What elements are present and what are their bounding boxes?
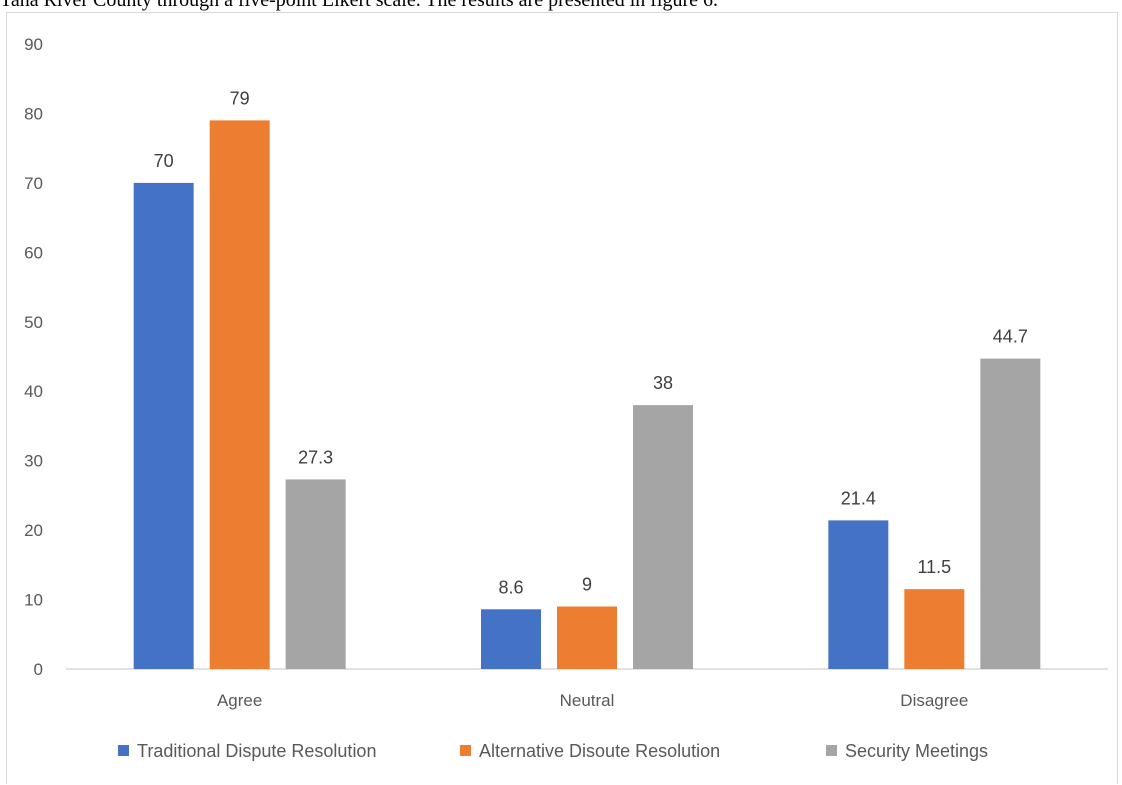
bar-agree-alternative [209,120,270,669]
bar-disagree-traditional [828,520,889,669]
x-tick-label: Neutral [560,691,615,710]
y-tick-label: 0 [34,660,43,679]
bar-agree-traditional [133,182,194,669]
chart-frame [6,12,1118,784]
bar-disagree-alternative [904,589,965,669]
y-tick-label: 90 [24,35,43,54]
data-label: 9 [582,575,592,595]
data-label: 21.4 [841,488,876,508]
y-tick-label: 20 [24,521,43,540]
legend-label-traditional: Traditional Dispute Resolution [137,741,376,761]
data-label: 11.5 [917,557,951,577]
legend-swatch-traditional [118,745,129,756]
y-tick-label: 80 [24,104,43,123]
data-label: 27.3 [298,447,333,467]
y-tick-label: 40 [24,382,43,401]
x-axis: Agree Neutral Disagree [217,691,968,710]
y-tick-label: 10 [24,591,43,610]
data-labels-group: 70 79 27.3 8.6 9 38 21.4 11.5 44.7 [154,88,1028,597]
bar-disagree-security [980,358,1041,669]
legend-label-alternative: Alternative Disoute Resolution [479,741,720,761]
data-label: 44.7 [993,327,1028,347]
y-tick-label: 50 [24,313,43,332]
data-label: 8.6 [498,577,523,597]
bar-neutral-security [633,405,693,669]
legend-label-security: Security Meetings [845,741,988,761]
data-label: 70 [154,151,174,171]
legend-swatch-security [826,745,837,756]
bar-neutral-alternative [557,606,617,669]
bar-neutral-traditional [481,609,541,669]
y-tick-label: 70 [24,174,43,193]
data-label: 38 [653,373,673,393]
y-tick-label: 60 [24,243,43,262]
bars-group [133,120,1041,669]
bar-agree-security [285,479,346,669]
legend-swatch-alternative [460,745,471,756]
x-tick-label: Disagree [900,691,968,710]
y-axis: 0 10 20 30 40 50 60 70 80 90 [24,35,43,679]
legend: Traditional Dispute Resolution Alternativ… [118,741,988,761]
document-intro-line: Tana River County through a five-point L… [0,0,719,11]
data-label: 79 [230,88,250,108]
y-tick-label: 30 [24,452,43,471]
x-tick-label: Agree [217,691,262,710]
